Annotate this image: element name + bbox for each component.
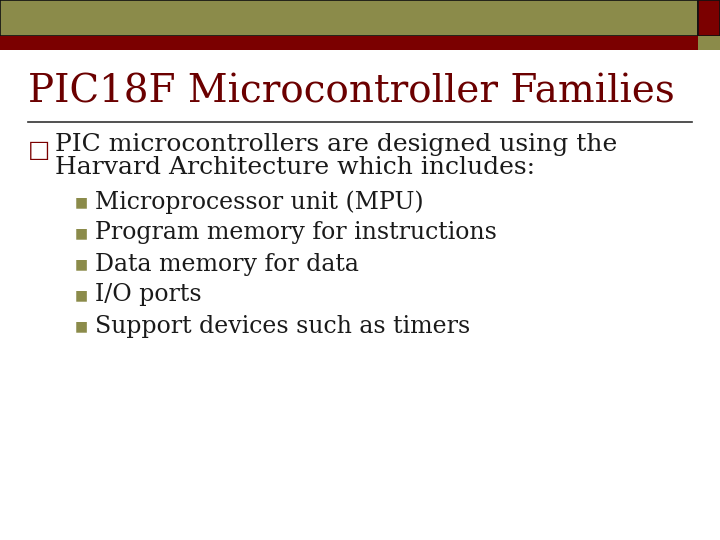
Bar (0, 0, 698, 36)
Text: ■: ■ (75, 319, 88, 333)
Text: Support devices such as timers: Support devices such as timers (95, 314, 470, 338)
Text: ■: ■ (75, 195, 88, 209)
Bar (698, 36, 720, 50)
Text: PIC microcontrollers are designed using the: PIC microcontrollers are designed using … (55, 133, 617, 157)
Bar (0, 36, 698, 50)
Text: Data memory for data: Data memory for data (95, 253, 359, 275)
Text: I/O ports: I/O ports (95, 284, 202, 307)
Text: ■: ■ (75, 226, 88, 240)
Text: Harvard Architecture which includes:: Harvard Architecture which includes: (55, 157, 535, 179)
Bar (698, 0, 720, 36)
Text: Program memory for instructions: Program memory for instructions (95, 221, 497, 245)
Text: ■: ■ (75, 257, 88, 271)
Text: □: □ (28, 138, 50, 161)
Text: PIC18F Microcontroller Families: PIC18F Microcontroller Families (28, 73, 675, 111)
Text: Microprocessor unit (MPU): Microprocessor unit (MPU) (95, 190, 423, 214)
Text: ■: ■ (75, 288, 88, 302)
